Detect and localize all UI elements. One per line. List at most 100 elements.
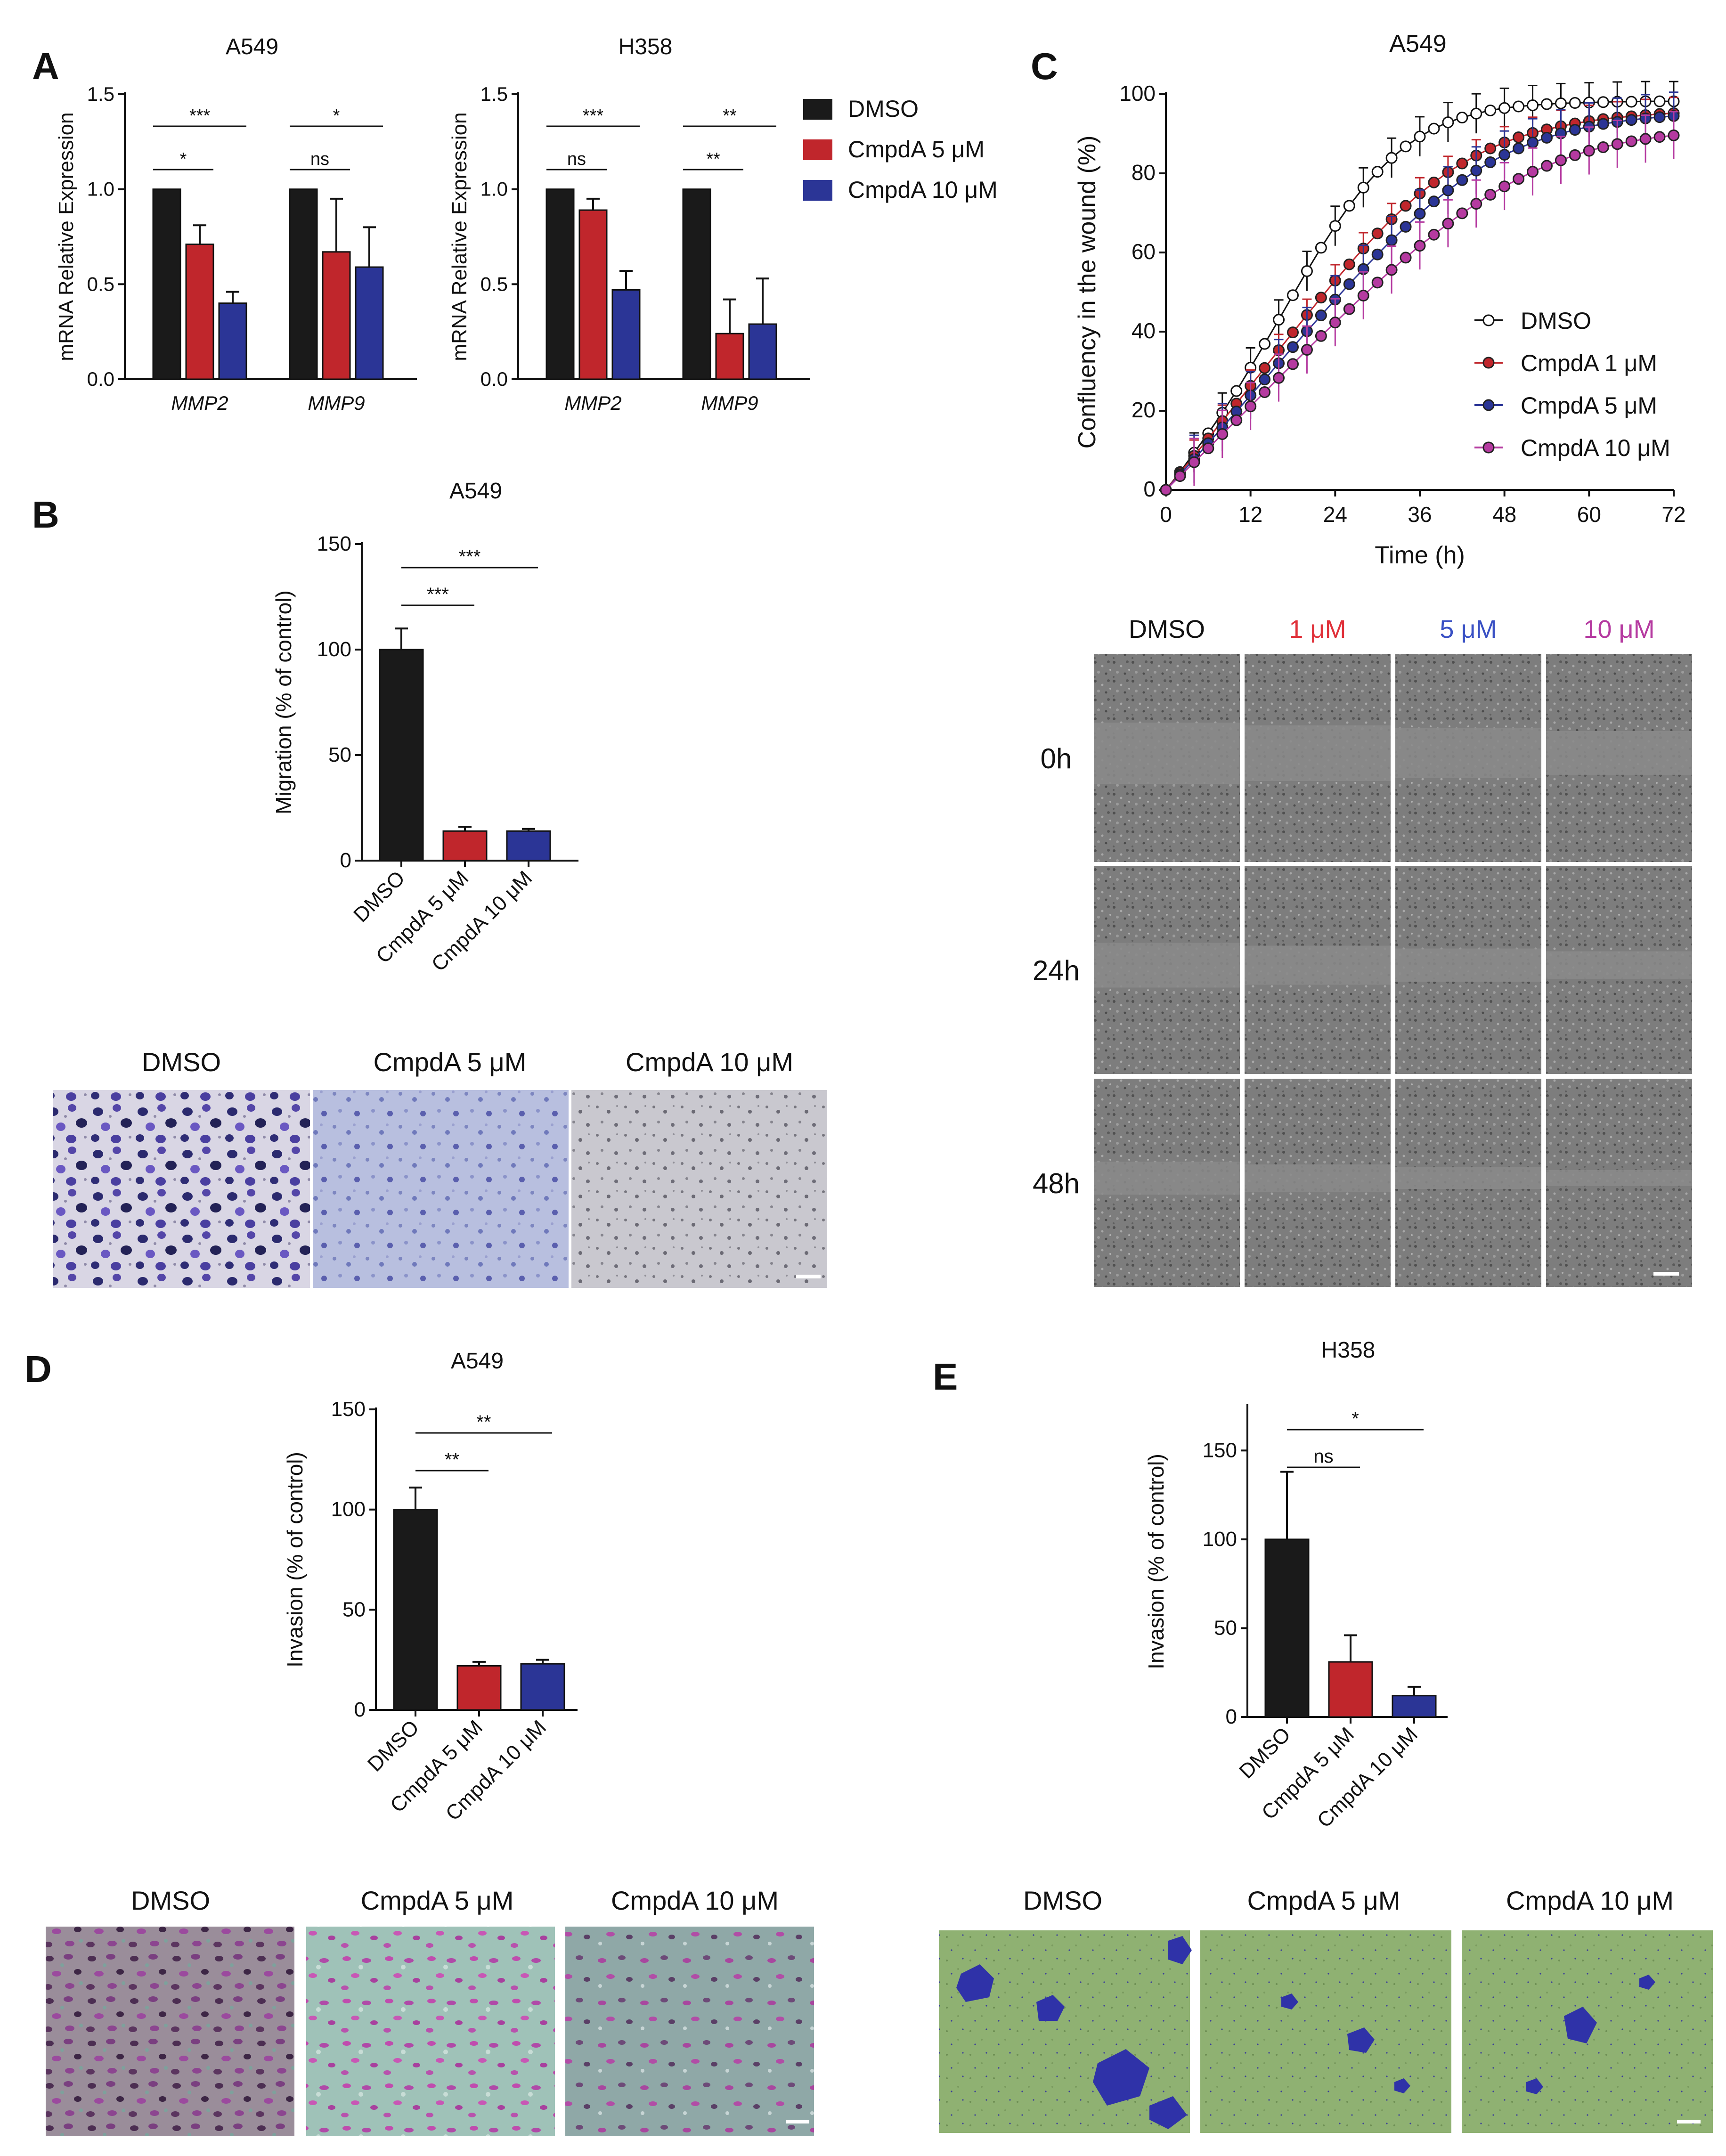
- wound-gap: [1245, 945, 1391, 985]
- micrograph-d-dmso: [46, 1927, 294, 2136]
- data-point: [1498, 102, 1511, 114]
- data-point: [1245, 400, 1257, 413]
- micrograph-e-5um: [1200, 1930, 1451, 2133]
- y-tick-label: 40: [1132, 318, 1156, 343]
- wound-gap: [1546, 731, 1692, 775]
- y-axis-label: Invasion (% of control): [1144, 1454, 1168, 1669]
- data-point: [1569, 149, 1581, 161]
- legend-swatch: [803, 180, 832, 201]
- data-point: [1442, 184, 1454, 196]
- data-point: [1541, 131, 1553, 144]
- wound-gap: [1094, 723, 1240, 784]
- significance-label: **: [476, 1412, 491, 1432]
- data-point: [1456, 174, 1468, 186]
- data-point: [1498, 149, 1511, 161]
- data-point: [1259, 338, 1271, 350]
- data-point: [1273, 314, 1285, 326]
- x-tick-label: MMP2: [564, 392, 621, 414]
- y-tick-label: 0: [1143, 477, 1156, 501]
- micrograph-label-d-5um: CmpdA 5 μM: [361, 1886, 514, 1915]
- data-point: [1371, 166, 1384, 178]
- data-point: [1287, 289, 1299, 301]
- legend-label: CmpdA 10 μM: [848, 177, 998, 203]
- y-tick-label: 1.5: [87, 83, 114, 105]
- data-point: [1470, 198, 1482, 210]
- significance-label: *: [180, 149, 187, 169]
- y-tick-label: 0: [340, 849, 351, 872]
- significance-label: ***: [459, 546, 481, 567]
- legend-label: CmpdA 10 μM: [1521, 435, 1670, 461]
- bar: [1328, 1661, 1373, 1718]
- legend-marker: [1482, 399, 1495, 411]
- panel-b-micrographs: DMSO CmpdA 5 μM CmpdA 10 μM: [53, 1047, 827, 1288]
- data-point: [1343, 258, 1355, 270]
- wound-row-label: 48h: [1033, 1168, 1080, 1199]
- data-point: [1371, 248, 1384, 260]
- y-axis-label: Invasion (% of control): [283, 1452, 307, 1668]
- significance-label: ***: [189, 106, 211, 126]
- wound-gap: [1245, 725, 1391, 781]
- wound-column-label: 10 μM: [1583, 615, 1654, 643]
- micrograph-b-10um: [571, 1090, 827, 1288]
- wound-column-label: DMSO: [1129, 615, 1205, 643]
- micrograph-d-5um: [306, 1927, 555, 2136]
- bar: [1392, 1695, 1437, 1718]
- micrograph-label-b-dmso: DMSO: [142, 1047, 221, 1077]
- bar: [545, 188, 575, 380]
- micrograph-label-b-10um: CmpdA 10 μM: [626, 1047, 793, 1077]
- bar: [322, 251, 351, 380]
- y-tick-label: 150: [317, 532, 351, 555]
- data-point: [1484, 104, 1497, 116]
- data-point: [1202, 442, 1214, 455]
- legend-label: CmpdA 1 μM: [1521, 350, 1657, 376]
- data-point: [1428, 176, 1440, 188]
- chart-a-h358: H358 0.0 0.5 1.0 1.5 mRNA Relative Expression…: [448, 34, 810, 414]
- cell-cluster: [1093, 2049, 1149, 2106]
- y-tick-label: 1.0: [87, 178, 114, 200]
- data-point: [1484, 188, 1497, 201]
- y-tick-label: 50: [342, 1598, 366, 1621]
- data-point: [1216, 428, 1229, 440]
- wound-gap: [1546, 1170, 1692, 1186]
- y-tick-label: 60: [1132, 239, 1156, 264]
- data-point: [1259, 374, 1271, 386]
- cell-cluster: [1281, 1993, 1298, 2010]
- x-tick-label: 12: [1238, 502, 1262, 527]
- data-point: [1315, 309, 1327, 322]
- y-axis-label: mRNA Relative Expression: [448, 112, 471, 361]
- data-point: [1230, 385, 1243, 397]
- series-line: [1165, 100, 1674, 490]
- bar: [442, 830, 488, 862]
- data-point: [1174, 470, 1186, 482]
- data-point: [1343, 303, 1355, 315]
- data-point: [1414, 130, 1426, 143]
- legend-label: DMSO: [1521, 308, 1591, 334]
- data-point: [1259, 386, 1271, 399]
- data-point: [1385, 234, 1398, 246]
- micrograph-b-dmso: [53, 1090, 310, 1288]
- cell-cluster: [1149, 2096, 1187, 2129]
- cell-cluster: [1639, 1975, 1655, 1990]
- chart-title: H358: [619, 34, 673, 59]
- wound-gap: [1395, 728, 1541, 778]
- wound-gap: [1094, 943, 1240, 988]
- data-point: [1301, 265, 1313, 277]
- data-point: [1470, 164, 1482, 177]
- significance-label: ns: [567, 149, 586, 169]
- chart-title: H358: [1321, 1338, 1376, 1363]
- data-point: [1541, 160, 1553, 172]
- data-point: [1513, 131, 1525, 144]
- data-point: [1400, 200, 1412, 212]
- bar: [456, 1665, 502, 1711]
- x-tick-label: 24: [1323, 502, 1347, 527]
- data-point: [1527, 136, 1539, 148]
- y-tick-label: 20: [1132, 398, 1156, 422]
- panel-label-d: D: [24, 1348, 52, 1390]
- data-point: [1513, 142, 1525, 155]
- y-tick-label: 0.0: [480, 368, 508, 390]
- micrograph-b-5um: [313, 1090, 569, 1288]
- cell-cluster: [1394, 2078, 1410, 2093]
- wound-gap: [1546, 951, 1692, 979]
- micrograph-d-10um: [565, 1927, 814, 2136]
- micrograph-label-e-10um: CmpdA 10 μM: [1506, 1886, 1674, 1915]
